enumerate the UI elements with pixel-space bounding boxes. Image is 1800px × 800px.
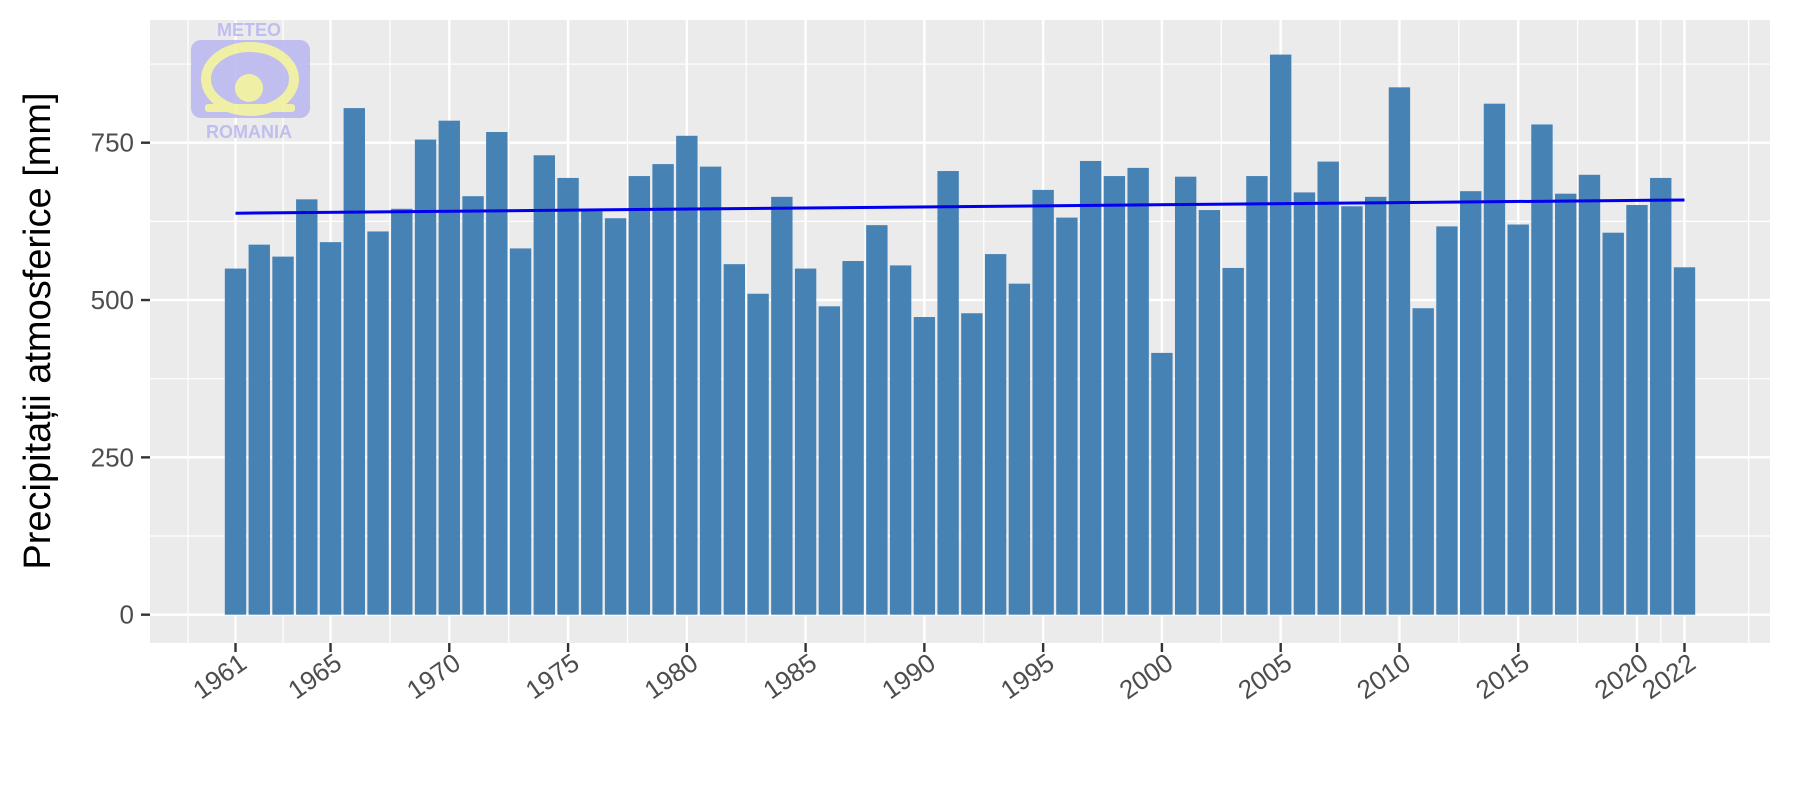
bar-1965 (319, 242, 342, 615)
x-tick-label: 2015 (1470, 647, 1535, 705)
bar-1979 (652, 164, 674, 615)
bar-1980 (676, 135, 698, 615)
bar-1970 (438, 120, 460, 615)
bar-2017 (1555, 193, 1577, 615)
bar-1976 (581, 211, 603, 615)
bar-1977 (604, 218, 627, 615)
x-tick-label: 1970 (401, 647, 466, 705)
bar-2021 (1650, 177, 1672, 615)
bar-1998 (1103, 176, 1126, 615)
bars (224, 54, 1696, 615)
x-tick-label: 2010 (1351, 647, 1416, 705)
bar-1996 (1056, 217, 1078, 615)
y-tick-label: 750 (91, 128, 134, 158)
bar-1987 (842, 261, 864, 615)
x-tick-label: 1961 (187, 647, 252, 705)
bar-2002 (1198, 210, 1221, 615)
bar-1992 (961, 313, 983, 615)
bar-1982 (723, 264, 746, 615)
bar-1971 (462, 196, 484, 615)
y-tick-label: 500 (91, 285, 134, 315)
bar-2000 (1151, 352, 1173, 615)
x-tick-label: 1990 (876, 647, 941, 705)
x-tick-label: 2022 (1636, 647, 1701, 705)
x-tick-label: 2005 (1233, 647, 1298, 705)
bar-2018 (1578, 174, 1601, 615)
bar-2010 (1388, 87, 1411, 615)
x-tick-label: 2000 (1114, 647, 1179, 705)
bar-1981 (699, 166, 722, 615)
bar-1967 (367, 231, 389, 615)
y-axis: 0 250 500 750 (91, 128, 150, 630)
y-axis-title: Precipitații atmosferice [mm] (17, 92, 59, 569)
x-tick-label: 1980 (639, 647, 704, 705)
bar-1999 (1127, 167, 1149, 615)
trend-line (235, 198, 1685, 215)
bar-1988 (866, 225, 888, 615)
bar-1993 (984, 254, 1007, 615)
bar-2011 (1412, 308, 1434, 615)
bar-1978 (628, 176, 651, 615)
bar-1964 (296, 199, 318, 615)
meteo-romania-logo: METEO ROMANIA (191, 20, 310, 142)
logo-bottom-text: ROMANIA (206, 122, 292, 142)
logo-top-text: METEO (217, 20, 281, 40)
bar-2014 (1483, 103, 1506, 615)
bar-1974 (533, 155, 555, 615)
bar-1975 (557, 177, 579, 615)
y-tick-label: 250 (91, 442, 134, 472)
bar-2012 (1436, 226, 1458, 615)
bar-2013 (1460, 191, 1482, 615)
x-tick-label: 1975 (520, 647, 585, 705)
bar-2001 (1174, 176, 1197, 615)
bar-1972 (486, 132, 508, 615)
bar-1994 (1008, 283, 1031, 615)
bar-2015 (1507, 224, 1529, 615)
x-tick-label: 1995 (995, 647, 1060, 705)
x-tick-label: 1985 (757, 647, 822, 705)
bar-2019 (1602, 232, 1624, 615)
bar-1983 (747, 293, 769, 615)
bar-1963 (272, 256, 294, 615)
bar-1966 (343, 108, 365, 615)
x-tick-label: 1965 (282, 647, 347, 705)
bar-1973 (509, 248, 532, 615)
bar-2005 (1269, 54, 1292, 615)
bar-1984 (771, 196, 793, 615)
bar-1969 (414, 139, 437, 615)
bar-2003 (1222, 267, 1244, 615)
bar-2004 (1246, 176, 1268, 615)
bar-1995 (1032, 189, 1054, 615)
y-tick-label: 0 (120, 600, 134, 630)
bar-2008 (1341, 206, 1363, 615)
logo-base (205, 104, 295, 112)
bar-1986 (818, 306, 841, 615)
bar-2007 (1317, 161, 1339, 615)
bar-1997 (1079, 160, 1102, 615)
bar-2022 (1673, 267, 1696, 615)
logo-sun (235, 74, 263, 102)
bar-2020 (1626, 205, 1648, 615)
bar-1991 (937, 171, 959, 615)
bar-1962 (248, 244, 270, 615)
bar-2009 (1365, 196, 1387, 615)
bar-1990 (913, 317, 936, 615)
bar-1989 (889, 265, 912, 615)
bar-1961 (224, 268, 247, 615)
bar-1985 (794, 268, 817, 615)
x-axis: 1961 1965 1970 1975 1980 1985 1990 1995 2000 2005… (187, 643, 1701, 705)
bar-2006 (1293, 192, 1316, 615)
bar-2016 (1531, 124, 1553, 615)
bar-1968 (391, 208, 413, 615)
